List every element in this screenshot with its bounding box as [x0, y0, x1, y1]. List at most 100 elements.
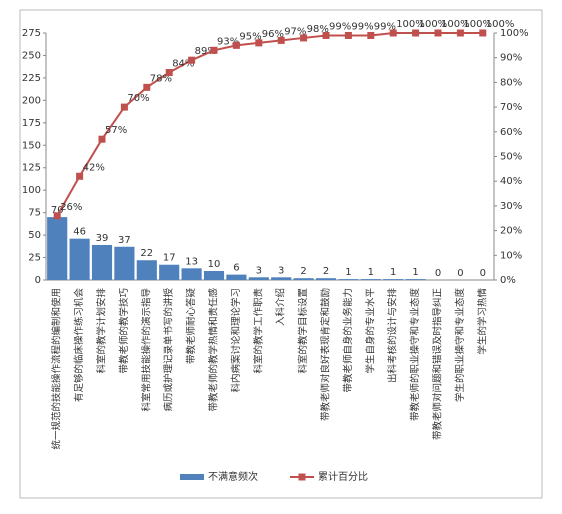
- bar: [114, 246, 135, 280]
- y-tick-label: 275: [22, 28, 41, 39]
- legend-label: 累计百分比: [318, 470, 368, 483]
- line-label: 98%: [307, 24, 329, 35]
- y-tick-label: 225: [22, 73, 41, 84]
- bar: [248, 277, 269, 280]
- bar-label: 13: [185, 256, 198, 267]
- y2-tick-label: 100%: [500, 28, 529, 39]
- x-tick-label: 带教老师的教学技巧: [118, 288, 130, 374]
- y-tick-label: 175: [22, 118, 41, 129]
- x-tick-label: 入科介绍: [275, 288, 287, 326]
- bar-label: 2: [300, 266, 306, 277]
- x-tick-label: 带教老师自身的业务能力: [342, 288, 354, 393]
- bar: [203, 271, 225, 280]
- legend-swatch: [180, 474, 204, 480]
- line-label: 95%: [239, 31, 261, 42]
- x-tick-label: 病历或护理记录单书写的讲授: [163, 288, 175, 412]
- x-tick-label: 有足够的临床操作练习机会: [73, 288, 85, 403]
- bar-label: 0: [435, 268, 441, 279]
- bar-label: 46: [73, 227, 86, 238]
- line-marker: [53, 212, 61, 220]
- line-marker: [143, 83, 151, 91]
- bar-label: 2: [323, 266, 329, 277]
- line-marker: [120, 103, 128, 111]
- bar: [226, 274, 247, 280]
- line-label: 57%: [105, 125, 127, 136]
- y-tick-label: 75: [28, 208, 41, 219]
- line-marker: [165, 69, 173, 77]
- line-marker: [344, 31, 352, 39]
- x-tick-label: 学生的职业操守和专业态度: [454, 288, 466, 403]
- bar: [293, 278, 314, 280]
- bar: [405, 279, 426, 280]
- y2-tick-label: 40%: [500, 176, 522, 187]
- line-label: 42%: [83, 162, 105, 173]
- bar-label: 70: [51, 205, 64, 216]
- bar-label: 6: [233, 263, 239, 274]
- y-tick-label: 250: [22, 50, 41, 61]
- line-marker: [434, 29, 442, 37]
- x-tick-label: 带教老师对问题和错误及时指导纠正: [432, 288, 444, 441]
- x-tick-label: 科内病案讨论和理论学习: [230, 288, 242, 393]
- x-tick-label: 学生的学习热情: [476, 288, 488, 355]
- y-tick-label: 100: [22, 185, 41, 196]
- y-tick-label: 125: [22, 163, 41, 174]
- y-tick-label: 150: [22, 140, 41, 151]
- line-label: 78%: [150, 73, 172, 84]
- line-marker: [255, 39, 263, 47]
- bar-label: 1: [412, 267, 418, 278]
- y2-tick-label: 20%: [500, 226, 522, 237]
- x-tick-label: 科室的教学计划安排: [96, 288, 108, 374]
- line: [56, 32, 483, 217]
- y2-tick-label: 50%: [500, 152, 522, 163]
- bar: [181, 268, 202, 280]
- x-tick-label: 带教老师的教学热情和责任感: [208, 288, 220, 412]
- x-tick-label: 科室的教学工作职责: [252, 288, 264, 374]
- line-marker: [479, 29, 487, 37]
- bar: [271, 277, 292, 280]
- y2-tick-label: 30%: [500, 201, 522, 212]
- line-label: 99%: [351, 21, 373, 32]
- bar-label: 1: [345, 267, 351, 278]
- bar-label: 37: [118, 235, 131, 246]
- line-marker: [76, 172, 84, 180]
- bar: [338, 279, 359, 280]
- x-tick-label: 科室常用技能操作的演示指导: [140, 288, 152, 412]
- y2-tick-label: 60%: [500, 127, 522, 138]
- line-label: 96%: [262, 29, 284, 40]
- x-tick-label: 科室的教学目标设置: [297, 288, 309, 374]
- line-label: 26%: [60, 202, 82, 213]
- line-label: 84%: [172, 59, 194, 70]
- chart-frame: [19, 9, 543, 499]
- line-label: 93%: [217, 36, 239, 47]
- y2-tick-label: 80%: [500, 77, 522, 88]
- line-marker: [98, 135, 106, 143]
- line-label: 99%: [329, 21, 351, 32]
- line-label: 70%: [127, 93, 149, 104]
- bar-label: 39: [96, 233, 109, 244]
- y-tick-label: 50: [28, 230, 41, 241]
- line-marker: [322, 31, 330, 39]
- x-tick-label: 统一规范的技能操作流程的编制和使用: [51, 288, 63, 450]
- bar-label: 1: [390, 267, 396, 278]
- bar: [383, 279, 404, 280]
- bar: [91, 244, 113, 280]
- line-marker: [367, 31, 375, 39]
- bar-label: 0: [457, 268, 463, 279]
- line-label: 100%: [486, 19, 515, 30]
- y2-tick-label: 0%: [500, 275, 516, 286]
- line-label: 97%: [284, 26, 306, 37]
- bar-label: 22: [140, 248, 153, 259]
- line-label: 100%: [419, 19, 448, 30]
- bar-label: 3: [256, 265, 262, 276]
- y2-tick-label: 90%: [500, 53, 522, 64]
- bar: [69, 238, 90, 280]
- y-tick-label: 0: [35, 275, 41, 286]
- x-tick-label: 带教老师的职业操守和专业态度: [409, 288, 421, 422]
- bar-label: 0: [480, 268, 486, 279]
- bar: [47, 217, 68, 280]
- y2-tick-label: 10%: [500, 250, 522, 261]
- line-marker: [300, 34, 308, 42]
- x-tick-label: 学生自身的专业水平: [364, 288, 376, 374]
- line-marker: [389, 29, 397, 37]
